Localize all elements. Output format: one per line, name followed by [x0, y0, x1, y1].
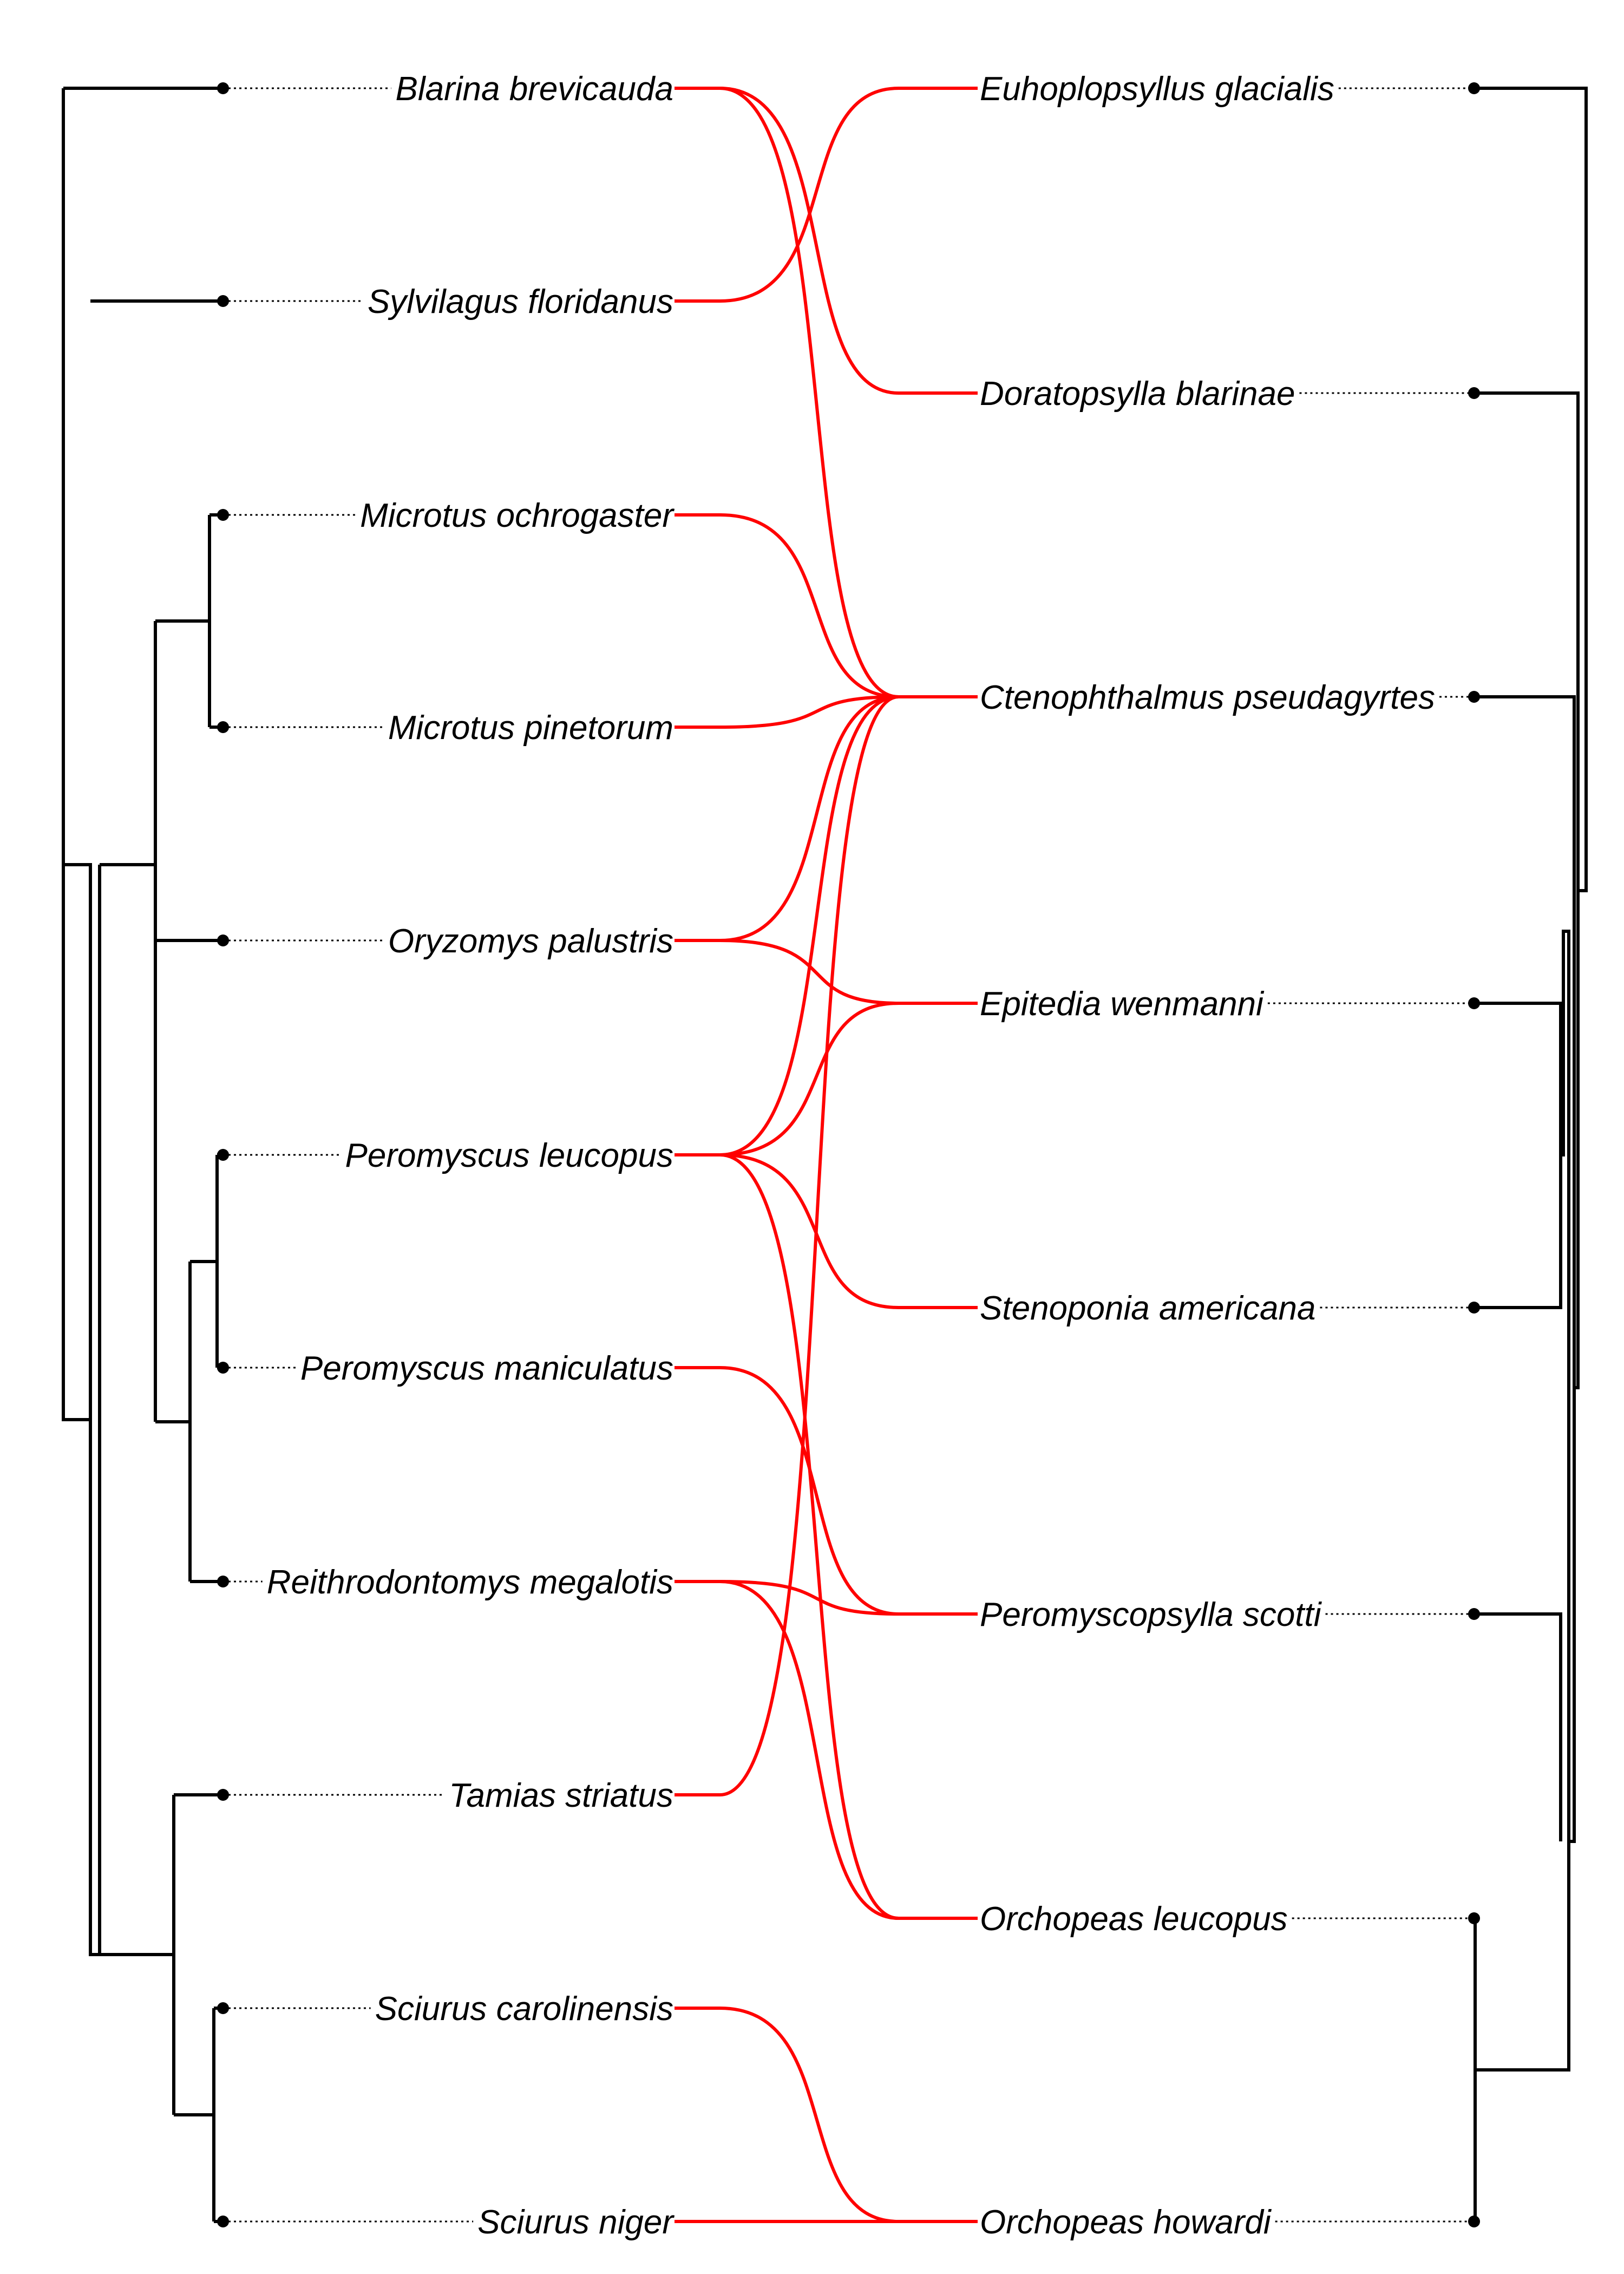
- parasite-tip-dot: [1468, 1912, 1480, 1924]
- parasite-labels: Euhoplopsyllus glacialis Doratopsylla bla…: [980, 70, 1469, 2241]
- host-tip-dot: [217, 721, 229, 733]
- association-link: [675, 87, 978, 303]
- association-link: [675, 87, 978, 698]
- host-tip-dot: [217, 1576, 229, 1587]
- parasite-tip-dot: [1468, 1608, 1480, 1620]
- host-label-sciurus-niger: Sciurus niger: [477, 2204, 675, 2241]
- parasite-label-stenoponia-americana: Stenoponia americana: [980, 1290, 1315, 1327]
- host-tree-branch: [62, 88, 92, 1421]
- association-link: [675, 2007, 978, 2223]
- association-link: [675, 939, 978, 1005]
- host-label-reithrodontomys-megalotis: Reithrodontomys megalotis: [267, 1564, 673, 1601]
- host-label-microtus-pinetorum: Microtus pinetorum: [388, 709, 673, 747]
- host-tip-dot: [217, 1362, 229, 1374]
- host-label-sciurus-carolinensis: Sciurus carolinensis: [375, 1990, 673, 2028]
- parasite-tip-dot: [1468, 2216, 1480, 2227]
- association-link: [675, 1002, 978, 1156]
- parasite-tip-dot: [1468, 1302, 1480, 1314]
- host-label-peromyscus-leucopus: Peromyscus leucopus: [345, 1137, 674, 1174]
- parasite-label-euhoplopsyllus-glacialis: Euhoplopsyllus glacialis: [980, 70, 1334, 108]
- parasite-tree-branch: [1474, 930, 1576, 1843]
- host-tree-branch: [89, 865, 101, 1956]
- parasite-label-orchopeas-leucopus: Orchopeas leucopus: [980, 1900, 1288, 1938]
- parasite-tip-dot: [1468, 82, 1480, 94]
- association-link: [675, 513, 978, 698]
- parasite-tip-dot: [1468, 691, 1480, 703]
- parasite-label-doratopsylla-blarinae: Doratopsylla blarinae: [980, 375, 1295, 413]
- host-label-tamias-striatus: Tamias striatus: [449, 1777, 673, 1814]
- association-links: [675, 87, 978, 2224]
- host-phylogeny: [62, 82, 229, 2227]
- association-link: [675, 87, 978, 395]
- parasite-tip-dot: [1468, 997, 1480, 1009]
- host-tip-dot: [217, 935, 229, 946]
- parasite-label-ctenophthalmus-pseudagyrtes: Ctenophthalmus pseudagyrtes: [980, 679, 1435, 716]
- host-label-oryzomys-palustris: Oryzomys palustris: [388, 923, 673, 960]
- host-label-microtus-ochrogaster: Microtus ochrogaster: [360, 497, 675, 534]
- host-tip-dot: [217, 1789, 229, 1801]
- parasite-phylogeny: [1468, 82, 1588, 2227]
- association-link: [675, 695, 978, 942]
- association-link: [675, 1580, 978, 1920]
- association-link: [675, 695, 978, 729]
- host-tip-dot: [217, 82, 229, 94]
- host-tip-dot: [217, 1149, 229, 1161]
- association-link: [675, 695, 978, 1156]
- parasite-tree-branch: [1474, 1841, 1570, 2072]
- host-label-blarina-brevicauda: Blarina brevicauda: [395, 70, 673, 108]
- association-link: [675, 1580, 978, 1616]
- association-link: [675, 695, 978, 1796]
- host-labels: Blarina brevicauda Sylvilagus floridanus M…: [228, 70, 675, 2241]
- host-label-peromyscus-maniculatus: Peromyscus maniculatus: [300, 1350, 673, 1387]
- parasite-tree-branch: [1474, 87, 1588, 892]
- host-tip-dot: [217, 295, 229, 307]
- host-label-sylvilagus-floridanus: Sylvilagus floridanus: [368, 283, 673, 321]
- host-tip-dot: [217, 509, 229, 521]
- parasite-tree-branch: [1474, 1612, 1562, 1841]
- parasite-label-peromyscopsylla-scotti: Peromyscopsylla scotti: [980, 1596, 1322, 1633]
- association-link: [675, 1153, 978, 1920]
- host-tip-dot: [217, 2216, 229, 2227]
- association-link: [675, 1153, 978, 1309]
- parasite-label-epitedia-wenmanni: Epitedia wenmanni: [980, 985, 1265, 1023]
- parasite-label-orchopeas-howardi: Orchopeas howardi: [980, 2204, 1272, 2241]
- parasite-tip-dot: [1468, 387, 1480, 399]
- host-tip-dot: [217, 2002, 229, 2014]
- association-link: [675, 1366, 978, 1616]
- parasite-tree-branch: [1474, 1155, 1562, 1309]
